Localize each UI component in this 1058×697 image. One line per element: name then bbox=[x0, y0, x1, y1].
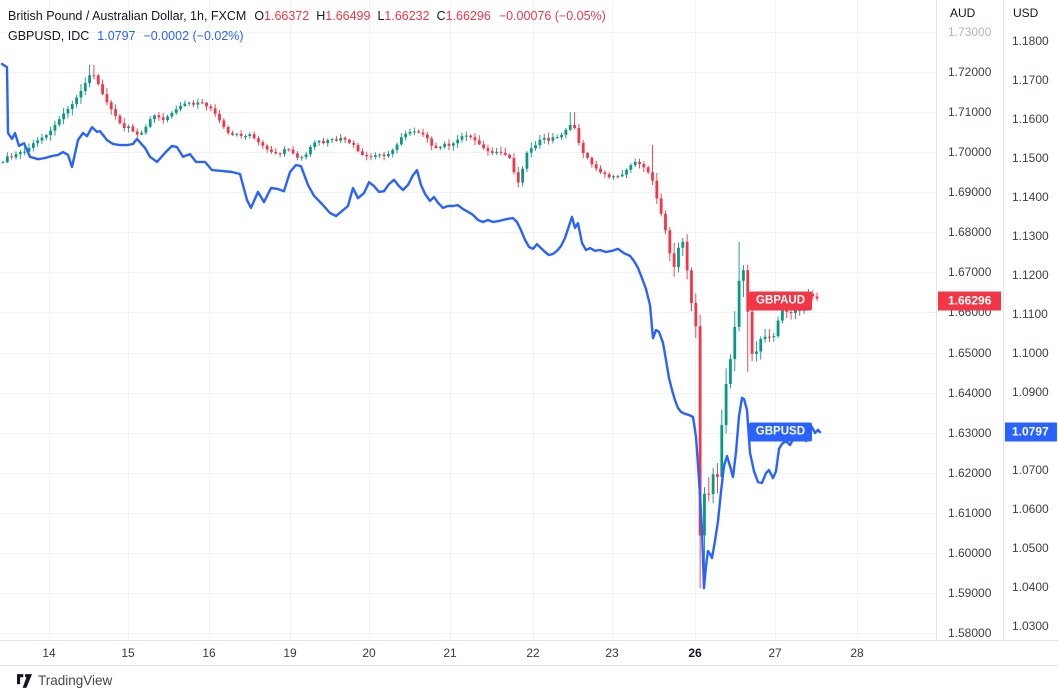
aud-tick-label: 1.63000 bbox=[948, 425, 992, 440]
gbpusd-price-tag: GBPUSD bbox=[748, 422, 812, 442]
aud-tick-label: 1.59000 bbox=[948, 585, 992, 600]
time-axis-label-21: 21 bbox=[443, 646, 457, 660]
aud-tick-label: 1.68000 bbox=[948, 225, 992, 240]
aud-tick-label: 1.60000 bbox=[948, 545, 992, 560]
change-value: −0.00076 (−0.05%) bbox=[498, 9, 606, 23]
time-axis-label-15: 15 bbox=[121, 646, 135, 660]
usd-tick-label: 1.1400 bbox=[1012, 190, 1049, 204]
gbpaud-last-price-badge: 1.66296 bbox=[938, 291, 1001, 311]
usd-tick-label: 1.0700 bbox=[1012, 463, 1049, 477]
aud-axis-title: AUD bbox=[950, 6, 976, 20]
usd-tick-label: 1.1700 bbox=[1012, 73, 1049, 87]
overlay-change: −0.0002 (−0.02%) bbox=[143, 29, 244, 43]
low-value: L 1.66232 bbox=[377, 9, 430, 23]
usd-tick-label: 1.1000 bbox=[1012, 346, 1049, 360]
legend-row-gbpusd[interactable]: GBPUSD, IDC 1.0797 −0.0002 (−0.02%) bbox=[8, 26, 606, 46]
tradingview-logo[interactable]: TradingView bbox=[17, 673, 112, 688]
gbpaud-candles-series bbox=[1, 64, 819, 589]
usd-tick-label: 1.0500 bbox=[1012, 541, 1049, 555]
aud-tick-label: 1.71000 bbox=[948, 105, 992, 120]
time-axis-label-19: 19 bbox=[283, 646, 297, 660]
tradingview-logo-icon bbox=[17, 673, 32, 688]
aud-tick-label: 1.65000 bbox=[948, 345, 992, 360]
price-chart-pane[interactable]: British Pound / Australian Dollar, 1h, F… bbox=[0, 0, 936, 640]
gbpusd-last-price-badge: 1.0797 bbox=[1005, 422, 1057, 442]
aud-tick-label: 1.73000 bbox=[948, 25, 992, 39]
price-scale-usd[interactable]: USD 1.1800 1.1700 1.1600 1.1500 1.1400 1.1300… bbox=[1003, 0, 1058, 666]
overlay-price: 1.0797 bbox=[97, 29, 136, 43]
time-axis-label-14: 14 bbox=[42, 646, 56, 660]
time-axis-label-23: 23 bbox=[605, 646, 619, 660]
high-value: H 1.66499 bbox=[316, 9, 371, 23]
symbol-title: British Pound / Australian Dollar, 1h, F… bbox=[8, 9, 247, 23]
time-axis-label-22: 22 bbox=[526, 646, 540, 660]
grid-layer bbox=[0, 0, 936, 640]
gbpaud-price-tag: GBPAUD bbox=[749, 291, 812, 311]
usd-tick-label: 1.0300 bbox=[1012, 619, 1049, 633]
usd-tick-label: 1.1200 bbox=[1012, 268, 1049, 282]
chart-legend: British Pound / Australian Dollar, 1h, F… bbox=[8, 6, 606, 46]
time-axis-label-26: 26 bbox=[688, 646, 702, 660]
usd-axis-title: USD bbox=[1013, 6, 1039, 20]
usd-tick-label: 1.1600 bbox=[1012, 112, 1049, 126]
usd-tick-label: 1.0400 bbox=[1012, 580, 1049, 594]
aud-tick-label: 1.72000 bbox=[948, 65, 992, 80]
overlay-symbol-title: GBPUSD, IDC bbox=[8, 29, 90, 43]
ohlc-values: O 1.66372 H 1.66499 L 1.66232 C 1.66296 bbox=[254, 6, 491, 26]
time-axis-label-16: 16 bbox=[202, 646, 216, 660]
usd-tick-label: 1.1500 bbox=[1012, 151, 1049, 165]
legend-row-gbpaud[interactable]: British Pound / Australian Dollar, 1h, F… bbox=[8, 6, 606, 26]
aud-tick-label: 1.58000 bbox=[948, 626, 992, 640]
usd-tick-label: 1.0900 bbox=[1012, 385, 1049, 399]
gbpusd-line-series bbox=[0, 62, 822, 590]
time-axis-label-28: 28 bbox=[850, 646, 864, 660]
price-scale-panel: AUD 1.73000 1.72000 1.71000 1.70000 1.69000 1… bbox=[936, 0, 1058, 666]
chart-canvas[interactable] bbox=[0, 0, 936, 640]
usd-tick-label: 1.1800 bbox=[1012, 34, 1049, 48]
aud-tick-label: 1.62000 bbox=[948, 465, 992, 480]
price-scale-aud[interactable]: AUD 1.73000 1.72000 1.71000 1.70000 1.69000 1… bbox=[936, 0, 1003, 666]
aud-tick-label: 1.61000 bbox=[948, 505, 992, 520]
usd-tick-label: 1.0600 bbox=[1012, 502, 1049, 516]
aud-tick-label: 1.67000 bbox=[948, 265, 992, 280]
aud-tick-label: 1.69000 bbox=[948, 185, 992, 200]
aud-tick-label: 1.64000 bbox=[948, 385, 992, 400]
usd-tick-label: 1.1300 bbox=[1012, 229, 1049, 243]
aud-tick-label: 1.70000 bbox=[948, 145, 992, 160]
open-value: O 1.66372 bbox=[254, 9, 310, 23]
time-axis-label-20: 20 bbox=[362, 646, 376, 660]
usd-tick-label: 1.1100 bbox=[1012, 307, 1048, 321]
footer: TradingView bbox=[0, 667, 1058, 697]
close-value: C 1.66296 bbox=[436, 9, 491, 23]
time-axis[interactable]: 14 15 16 19 20 21 22 23 26 27 28 bbox=[0, 640, 1058, 666]
tradingview-logo-text: TradingView bbox=[38, 673, 113, 688]
time-axis-label-27: 27 bbox=[768, 646, 782, 660]
